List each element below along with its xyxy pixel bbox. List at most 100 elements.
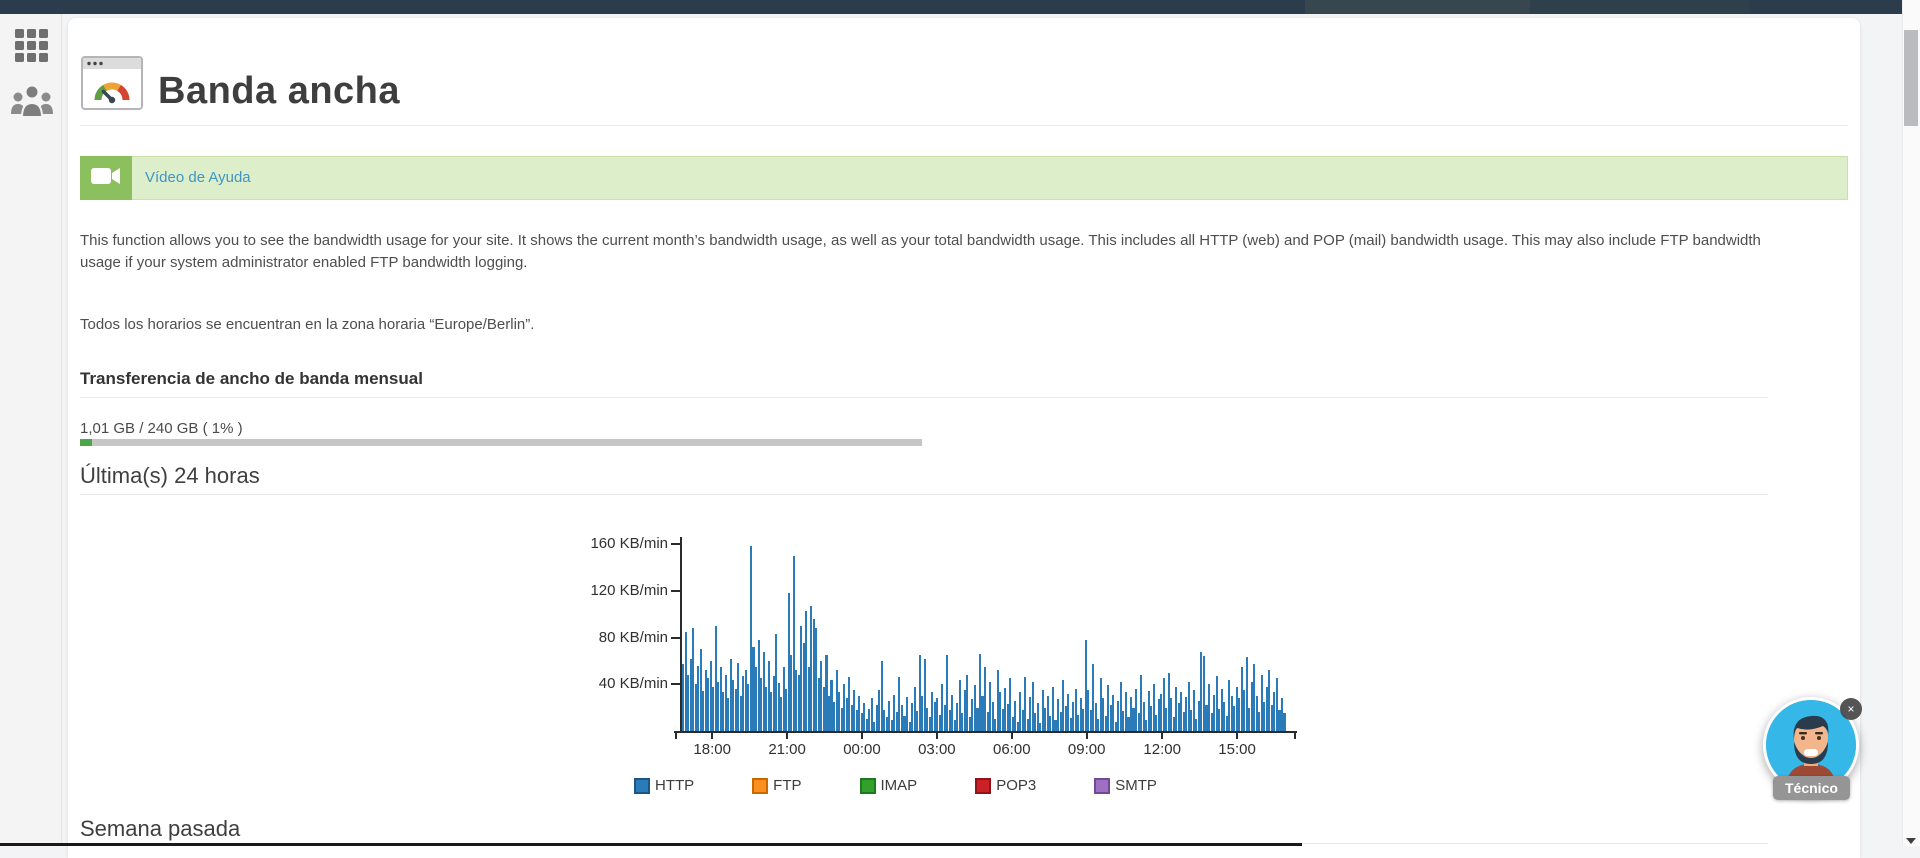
chart-bar xyxy=(1006,704,1009,731)
chart-bar xyxy=(913,686,916,731)
chart-bar xyxy=(1167,672,1170,731)
chart-x-axis-line xyxy=(674,731,1297,733)
chart-bar xyxy=(968,716,971,731)
chart-bar xyxy=(858,695,861,731)
chart-bar xyxy=(1165,707,1168,731)
chart-bar xyxy=(1011,716,1014,731)
x-tick-mark xyxy=(935,733,938,739)
sidebar-item-apps[interactable] xyxy=(11,28,53,68)
vertical-scrollbar-thumb[interactable] xyxy=(1904,30,1918,126)
chart-bar xyxy=(770,692,773,731)
chart-bar xyxy=(1207,684,1211,731)
chart-bar xyxy=(815,628,818,731)
chart-bar xyxy=(1202,656,1205,731)
chart-bar xyxy=(1280,698,1284,731)
chart-bar xyxy=(1069,718,1072,731)
vertical-scrollbar-track[interactable] xyxy=(1902,0,1920,846)
chart-bar xyxy=(835,670,838,731)
chart-bar xyxy=(1089,709,1092,731)
chart-bar xyxy=(682,664,685,731)
chart-bar xyxy=(734,688,737,731)
chart-bar xyxy=(1016,721,1019,731)
chart-bar xyxy=(689,658,692,731)
chart-bar xyxy=(870,698,873,731)
chat-close-button[interactable]: × xyxy=(1840,698,1862,720)
chart-bar xyxy=(1046,695,1049,731)
chart-bar xyxy=(1104,715,1107,731)
chart-bar xyxy=(747,684,750,731)
bandwidth-bar-chart xyxy=(682,537,1286,731)
chart-bar xyxy=(833,701,836,731)
legend-swatch xyxy=(859,777,876,794)
chart-bar xyxy=(1041,690,1044,731)
chart-bar xyxy=(908,721,911,731)
chart-bar xyxy=(890,720,893,731)
chart-bar xyxy=(1187,681,1190,731)
chart-bar xyxy=(807,666,810,731)
chart-bar xyxy=(989,681,992,731)
chart-bar xyxy=(1200,651,1203,731)
bandwidth-gauge-icon xyxy=(81,56,143,110)
chart-bar xyxy=(880,660,883,731)
chart-bar xyxy=(994,719,997,731)
usage-progress-fill xyxy=(80,439,93,446)
x-tick-mark xyxy=(860,733,863,739)
chart-bar xyxy=(719,666,722,731)
chart-bar xyxy=(820,660,823,731)
chart-bar xyxy=(1225,715,1228,731)
sidebar-item-users[interactable] xyxy=(11,84,53,124)
chart-bar xyxy=(1230,695,1233,731)
chart-bar xyxy=(1250,681,1253,731)
chart-bar xyxy=(810,605,813,731)
chart-bar xyxy=(739,695,742,731)
chat-agent-badge: Técnico xyxy=(1773,776,1850,800)
x-tick-mark xyxy=(786,733,789,739)
chart-bar xyxy=(900,705,903,731)
chart-bar xyxy=(853,690,856,731)
chart-bar xyxy=(1059,712,1062,731)
chart-bar xyxy=(885,716,888,731)
chart-bar xyxy=(1268,670,1271,731)
chart-bar xyxy=(714,625,717,731)
section-divider xyxy=(80,397,1768,398)
chart-bar xyxy=(1119,681,1122,731)
chart-bar xyxy=(1056,699,1060,731)
chart-bar xyxy=(754,666,758,731)
chart-bar xyxy=(999,692,1002,731)
chart-bar xyxy=(1210,713,1213,731)
legend-label: HTTP xyxy=(655,777,695,794)
scrollbar-down-arrow-icon[interactable] xyxy=(1906,838,1916,844)
chart-bar xyxy=(1240,666,1243,731)
chart-bar xyxy=(777,683,780,731)
chart-bar xyxy=(757,639,760,731)
chart-bar xyxy=(966,674,969,731)
chart-bar xyxy=(1029,697,1032,731)
chart-bar xyxy=(1177,702,1180,731)
chart-bar xyxy=(1253,664,1256,731)
video-help-link[interactable]: Vídeo de Ayuda xyxy=(145,169,251,186)
legend-swatch xyxy=(752,777,769,794)
chart-bar xyxy=(905,697,909,731)
video-help-banner[interactable]: Vídeo de Ayuda xyxy=(80,156,1848,200)
chart-bar xyxy=(926,707,929,731)
chart-bar xyxy=(717,681,720,731)
legend-item: IMAP xyxy=(859,777,917,794)
topbar-tab-highlight xyxy=(1305,0,1530,14)
chart-bar xyxy=(1079,698,1082,731)
usage-text: 1,01 GB / 240 GB ( 1% ) xyxy=(80,420,243,437)
chart-bar xyxy=(1097,719,1100,731)
y-tick-mark xyxy=(671,636,680,639)
chart-bar xyxy=(898,677,901,731)
chart-y-axis-line xyxy=(680,537,682,733)
video-icon-box xyxy=(80,156,132,200)
chart-bar xyxy=(1215,676,1218,731)
chart-bar xyxy=(724,674,727,731)
people-group-icon xyxy=(10,83,54,126)
chart-bar xyxy=(1019,692,1022,731)
chart-bar xyxy=(1155,714,1158,731)
chart-bar xyxy=(936,698,939,731)
chart-bar xyxy=(928,716,931,731)
chart-bar xyxy=(873,721,876,731)
chart-bar xyxy=(702,691,705,731)
x-tick-mark xyxy=(675,733,677,739)
